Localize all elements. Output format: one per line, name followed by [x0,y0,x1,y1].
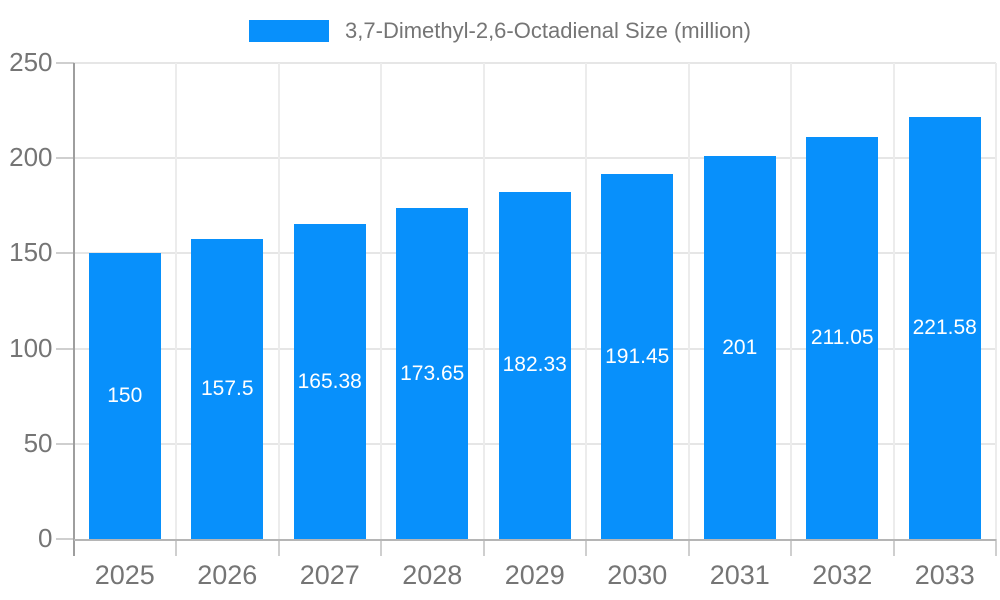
legend-label: 3,7-Dimethyl-2,6-Octadienal Size (millio… [345,18,751,43]
y-axis-label: 0 [38,522,53,553]
gridline-vertical [482,63,485,539]
gridline-horizontal [73,157,996,160]
y-axis-label: 250 [9,46,53,77]
x-axis-line [73,539,996,541]
y-axis-tick [55,252,74,255]
x-axis-label: 2032 [812,560,873,590]
bar [908,117,981,539]
bar-value-label: 211.05 [810,326,874,350]
x-axis-tick [687,539,690,556]
bar [601,174,674,539]
gridline-vertical [995,63,997,539]
x-axis-label: 2028 [402,560,463,590]
bar [806,137,879,539]
y-axis-label: 150 [9,237,53,268]
bar-value-label: 165.38 [297,369,362,393]
chart-legend: 3,7-Dimethyl-2,6-Octadienal Size (millio… [0,18,1000,44]
x-axis-label: 2031 [709,560,770,590]
bar-value-label: 150 [107,384,143,408]
y-axis-tick [55,442,74,445]
y-axis-line [72,63,75,556]
x-axis-tick [585,539,587,556]
x-axis-label: 2026 [197,560,258,590]
gridline-vertical [687,63,690,539]
bar [498,191,571,539]
bar-value-label: 201 [722,335,758,359]
bar-value-label: 182.33 [502,353,567,377]
y-axis-label: 50 [23,427,53,458]
bar [88,253,161,539]
bar-value-label: 157.5 [200,377,254,401]
x-axis-label: 2029 [504,560,565,590]
x-axis-label: 2030 [607,560,668,590]
y-axis-tick [55,538,74,540]
gridline-vertical [277,63,280,539]
gridline-vertical [892,63,895,539]
bar-value-label: 191.45 [605,344,670,368]
bar-value-label: 173.65 [400,361,465,385]
gridline-vertical [585,63,587,539]
gridline-vertical [175,63,177,539]
x-axis-tick [995,539,997,556]
bar [396,208,469,539]
gridline-horizontal [73,62,996,64]
y-axis-label: 200 [9,142,53,173]
x-axis-label: 2033 [914,560,975,590]
bar-value-label: 221.58 [912,316,977,340]
x-axis-tick [380,539,382,556]
x-axis-tick [277,539,280,556]
y-axis-label: 100 [9,332,53,363]
y-axis-tick [55,62,74,64]
x-axis-label: 2025 [94,560,155,590]
bar [703,156,776,539]
y-axis-tick [55,347,74,350]
x-axis-tick [790,539,792,556]
x-axis-tick [175,539,177,556]
x-axis-label: 2027 [299,560,360,590]
x-axis-tick [482,539,485,556]
legend-color-swatch [249,20,330,42]
gridline-vertical [380,63,382,539]
bar [191,239,264,539]
bar [293,224,366,539]
x-axis-tick [892,539,895,556]
y-axis-tick [55,157,74,160]
gridline-vertical [790,63,792,539]
